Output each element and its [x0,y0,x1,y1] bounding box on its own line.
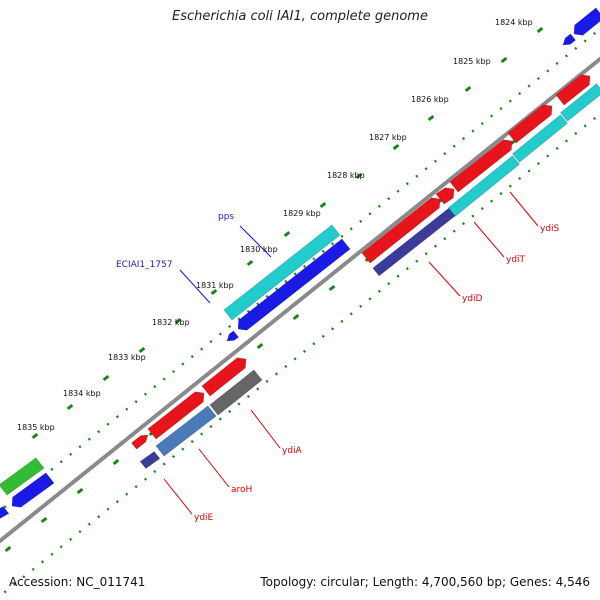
topology-summary: Topology: circular; Length: 4,700,560 bp… [260,575,590,589]
cds-edge-blue [0,506,10,519]
feature-tiny-navy [139,451,161,469]
map-title: Escherichia coli IAI1, complete genome [172,9,428,24]
gene-label-aroH: aroH [231,485,252,495]
scale-label: 1825 kbp [453,57,491,66]
dotted-tracks [0,27,600,598]
cds-top-blue [573,7,600,36]
gene-features [0,7,600,519]
scale-tick [464,85,472,93]
gene-leader-line [250,409,281,449]
cds-aroH-red [147,391,205,440]
scale-label: 1834 kbp [63,389,101,398]
cds-small-blue [226,330,239,342]
gene-label-ydiA: ydiA [282,446,303,456]
scale-tick [210,288,218,296]
feature-cyan-1 [448,155,520,217]
scale-label: 1832 kbp [152,318,190,327]
cds-ECIAI1_1757 [237,238,351,331]
inner-scale-tick [292,313,300,321]
scale-tick [427,114,435,122]
scale-tick [319,201,327,209]
inner-dotted-track [0,112,600,598]
cds-tiny-blue [562,33,576,46]
scale-tick [31,432,39,440]
cds-upper-red [555,74,591,106]
gene-label-ydiT: ydiT [506,255,526,265]
gene-label-ydiE: ydiE [194,513,214,523]
cds-tiny-red [131,434,149,450]
scale-label: 1833 kbp [108,353,146,362]
inner-scale-tick [76,487,84,495]
gene-label-ydiS: ydiS [540,224,560,234]
feature-pps [223,224,341,321]
scale-label: 1827 kbp [369,133,407,142]
scale-tick [246,259,254,267]
cds-ydiA-red [201,357,247,397]
scale-label: 1826 kbp [411,95,449,104]
scale-tick [392,143,400,151]
scale-label: 1828 kbp [327,171,365,180]
scale-label: 1829 kbp [283,209,321,218]
feature-cyan-2 [512,114,568,163]
inner-scale-tick [4,545,12,553]
cds-ydiT [449,139,513,193]
gene-leader-line [163,478,193,515]
cds-ydiD [361,197,441,264]
gene-labels: ydiS ydiT ydiD ydiA aroH ydiE pps ECIAI1_1757 [116,191,560,523]
inner-scale-tick [256,342,264,350]
scale-label: 1824 kbp [495,18,533,27]
scale-label: 1835 kbp [17,423,55,432]
gene-leader-line [179,269,211,304]
feature-cyan-3 [560,83,600,122]
scale-tick [536,26,544,34]
scale-tick [102,374,110,382]
feature-gray [209,369,263,416]
genome-backbone [0,56,600,544]
outer-dotted-track [0,27,600,513]
inner-scale-tick [112,458,120,466]
gene-label-ydiD: ydiD [462,294,483,304]
inner-scale-tick [40,516,48,524]
scale-tick [138,346,146,354]
scale-tick [500,56,508,64]
cds-small-red [435,187,455,205]
scale-label: 1831 kbp [196,281,234,290]
gene-label-pps: pps [218,212,234,222]
feature-steel [155,405,217,457]
inner-scale-tick [328,284,336,292]
gene-leader-line [198,448,230,488]
scale-tick [355,172,363,180]
accession-label: Accession: NC_011741 [9,575,146,589]
scale-tick [66,403,74,411]
cds-left-blue [11,472,55,508]
scale-labels: 1824 kbp 1825 kbp 1826 kbp 1827 kbp 1828 kbp… [17,18,533,432]
scale-label: 1830 kbp [240,245,278,254]
gene-leader-line [509,191,539,227]
gene-label-ECIAI1_1757: ECIAI1_1757 [116,260,173,270]
feature-green [0,457,45,496]
gene-leader-line [239,225,272,258]
gene-leader-line [428,261,461,297]
gene-leader-line [473,221,505,258]
scale-tick [283,230,291,238]
scale-tick [174,317,182,325]
cds-ydiS [507,104,553,144]
